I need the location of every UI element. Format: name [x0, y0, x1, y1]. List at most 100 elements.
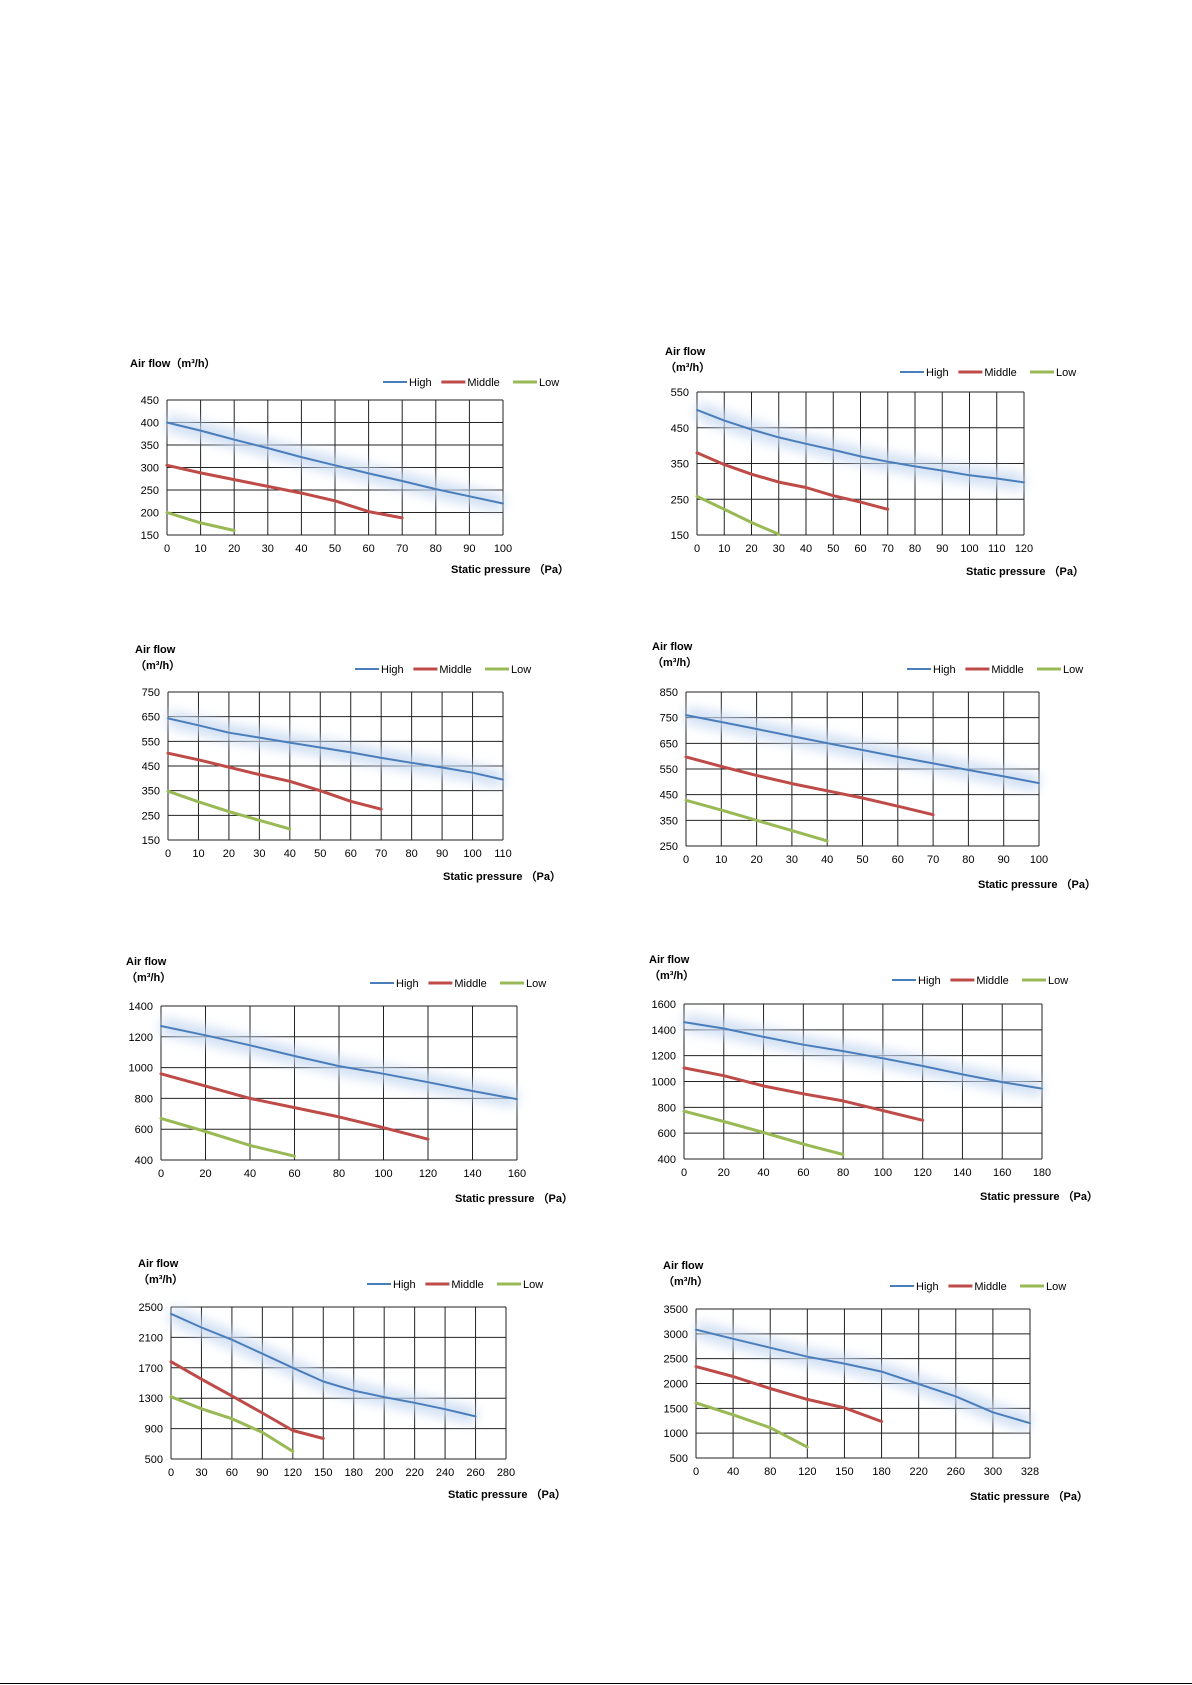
x-axis-label: Static pressure （Pa） [448, 1488, 566, 1501]
page-bottom-border [0, 1683, 1192, 1684]
legend-label-middle: Middle [454, 978, 486, 990]
y-axis-label: Air flow [665, 346, 706, 358]
x-tick-label: 80 [333, 1168, 345, 1180]
legend-label-low: Low [1063, 664, 1083, 676]
legend-label-low: Low [511, 664, 531, 676]
series-line-low [166, 789, 292, 831]
x-tick-label: 90 [256, 1467, 268, 1479]
x-tick-label: 100 [463, 848, 481, 860]
x-tick-label: 60 [345, 848, 357, 860]
x-tick-label: 70 [882, 543, 894, 555]
y-tick-label: 150 [671, 530, 689, 542]
legend-label-middle: Middle [439, 664, 471, 676]
series-line-low [159, 1116, 296, 1158]
y-axis-label: Air flow [652, 641, 693, 653]
x-tick-label: 140 [953, 1167, 971, 1179]
legend: High Middle Low [907, 664, 1083, 676]
series-line-low [695, 494, 781, 536]
y-tick-label: 450 [671, 423, 689, 435]
series-line-high [685, 714, 1040, 785]
legend-label-low: Low [526, 978, 546, 990]
x-tick-label: 90 [436, 848, 448, 860]
legend-label-middle: Middle [984, 367, 1016, 379]
legend: High Middle Low [355, 664, 531, 676]
x-tick-label: 260 [947, 1466, 965, 1478]
x-tick-label: 180 [345, 1467, 363, 1479]
x-tick-label: 200 [375, 1467, 393, 1479]
x-tick-label: 80 [962, 854, 974, 866]
x-tick-label: 40 [757, 1167, 769, 1179]
y-tick-label: 250 [142, 810, 160, 822]
x-tick-label: 220 [909, 1466, 927, 1478]
legend-label-middle: Middle [974, 1281, 1006, 1293]
y-tick-label: 1500 [664, 1403, 688, 1415]
x-tick-label: 160 [993, 1167, 1011, 1179]
y-tick-label: 400 [141, 418, 159, 430]
y-tick-label: 1400 [652, 1025, 676, 1037]
x-tick-label: 20 [718, 1167, 730, 1179]
series-line-middle [166, 751, 383, 811]
y-axis-label: （m³/h） [652, 656, 697, 669]
y-tick-label: 550 [660, 764, 678, 776]
y-tick-label: 600 [135, 1124, 153, 1136]
series-line-low [165, 511, 236, 532]
y-axis-label: （m³/h） [665, 361, 710, 374]
y-axis-label: （m³/h） [138, 1273, 183, 1286]
y-tick-label: 2000 [664, 1379, 688, 1391]
x-tick-label: 10 [718, 543, 730, 555]
x-tick-label: 0 [165, 848, 171, 860]
y-axis-label: Air flow [138, 1258, 179, 1270]
x-tick-label: 50 [827, 543, 839, 555]
y-tick-label: 350 [660, 815, 678, 827]
series-line-low [169, 1395, 295, 1453]
legend-label-middle: Middle [991, 664, 1023, 676]
y-tick-label: 450 [142, 761, 160, 773]
legend-label-low: Low [1056, 367, 1076, 379]
x-axis-label: Static pressure （Pa） [451, 563, 569, 576]
x-tick-label: 40 [284, 848, 296, 860]
x-tick-label: 280 [497, 1467, 515, 1479]
x-tick-label: 90 [998, 854, 1010, 866]
x-tick-label: 60 [892, 854, 904, 866]
y-tick-label: 550 [142, 736, 160, 748]
legend: High Middle Low [900, 367, 1076, 379]
y-tick-label: 650 [142, 712, 160, 724]
x-axis-label: Static pressure （Pa） [455, 1192, 573, 1205]
legend: High Middle Low [370, 978, 546, 990]
y-axis-label: Air flow [126, 956, 167, 968]
y-tick-label: 2500 [664, 1354, 688, 1366]
y-axis-label: （m³/h） [649, 969, 694, 982]
x-tick-label: 100 [960, 543, 978, 555]
x-tick-label: 160 [508, 1168, 526, 1180]
y-tick-label: 450 [660, 790, 678, 802]
y-axis-label: Air flow [649, 954, 690, 966]
y-tick-label: 1600 [652, 999, 676, 1011]
x-tick-label: 120 [1015, 543, 1033, 555]
grid [167, 691, 504, 841]
x-tick-label: 40 [800, 543, 812, 555]
x-tick-label: 60 [226, 1467, 238, 1479]
x-tick-label: 60 [288, 1168, 300, 1180]
x-axis-label: Static pressure （Pa） [970, 1490, 1088, 1503]
x-tick-label: 30 [253, 848, 265, 860]
legend-label-high: High [916, 1281, 939, 1293]
y-tick-label: 300 [141, 463, 159, 475]
series-line-high [167, 717, 504, 781]
series-line-middle [694, 1365, 884, 1423]
series-line-low [684, 798, 829, 843]
x-tick-label: 100 [374, 1168, 392, 1180]
series-line-middle [169, 1360, 325, 1440]
y-tick-label: 400 [135, 1155, 153, 1167]
legend: High Middle Low [367, 1279, 543, 1291]
y-tick-label: 350 [671, 459, 689, 471]
grid [160, 1005, 518, 1161]
x-tick-label: 220 [405, 1467, 423, 1479]
x-tick-label: 30 [786, 854, 798, 866]
x-tick-label: 60 [797, 1167, 809, 1179]
y-tick-label: 500 [670, 1453, 688, 1465]
x-tick-label: 40 [295, 543, 307, 555]
x-tick-label: 100 [874, 1167, 892, 1179]
